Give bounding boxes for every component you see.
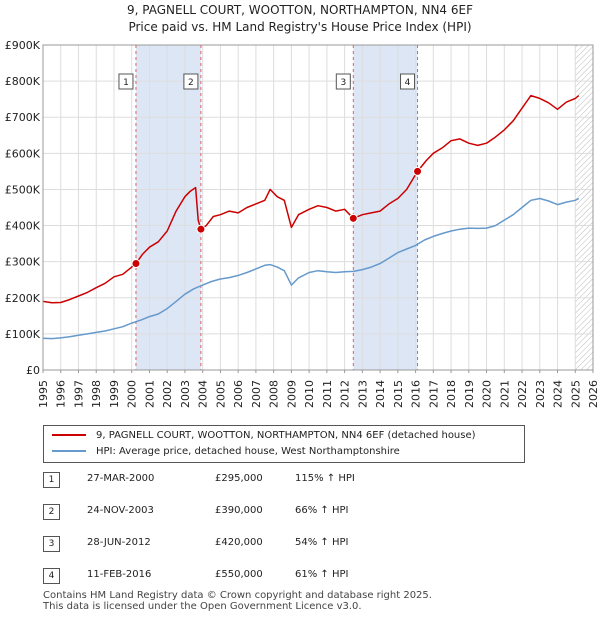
title-line-2: Price paid vs. HM Land Registry's House … bbox=[128, 20, 472, 34]
x-tick-label: 2005 bbox=[214, 380, 227, 408]
footer-notice: Contains HM Land Registry data © Crown c… bbox=[43, 590, 432, 612]
x-tick-label: 2013 bbox=[356, 380, 369, 408]
x-tick-label: 2022 bbox=[516, 380, 529, 408]
x-tick-label: 2001 bbox=[143, 380, 156, 408]
x-tick-label: 2000 bbox=[126, 380, 139, 408]
sale-point bbox=[196, 224, 206, 234]
y-tick-label: £500K bbox=[5, 183, 41, 196]
x-tick-label: 2010 bbox=[303, 380, 316, 408]
y-tick-label: £600K bbox=[5, 147, 41, 160]
sale-marker-label: 1 bbox=[123, 78, 129, 88]
x-tick-label: 2008 bbox=[268, 380, 281, 408]
sale-price: £420,000 bbox=[215, 537, 263, 548]
sale-date: 27-MAR-2000 bbox=[87, 473, 155, 484]
x-tick-label: 1998 bbox=[90, 380, 103, 408]
x-tick-label: 2026 bbox=[587, 380, 600, 408]
sale-number: 1 bbox=[43, 472, 60, 488]
sale-date: 11-FEB-2016 bbox=[87, 569, 152, 580]
x-tick-label: 2004 bbox=[197, 380, 210, 408]
y-tick-label: £400K bbox=[5, 220, 41, 233]
footer-line-2: This data is licensed under the Open Gov… bbox=[43, 601, 362, 612]
sale-date: 24-NOV-2003 bbox=[87, 505, 154, 516]
chart-legend: 9, PAGNELL COURT, WOOTTON, NORTHAMPTON, … bbox=[43, 425, 525, 463]
sale-number: 4 bbox=[43, 568, 60, 584]
x-tick-label: 2020 bbox=[481, 380, 494, 408]
sale-marker-box bbox=[400, 73, 416, 90]
legend-item-price: 9, PAGNELL COURT, WOOTTON, NORTHAMPTON, … bbox=[52, 428, 476, 444]
y-tick-label: £700K bbox=[5, 111, 41, 124]
sale-marker-label: 2 bbox=[188, 78, 194, 88]
x-tick-label: 1999 bbox=[108, 380, 121, 408]
sale-date: 28-JUN-2012 bbox=[87, 537, 151, 548]
title-line-1: 9, PAGNELL COURT, WOOTTON, NORTHAMPTON, … bbox=[126, 3, 473, 17]
x-tick-label: 2018 bbox=[445, 380, 458, 408]
sale-hpi-change: 66% ↑ HPI bbox=[295, 505, 349, 516]
x-tick-label: 2009 bbox=[285, 380, 298, 408]
footer-line-1: Contains HM Land Registry data © Crown c… bbox=[43, 590, 432, 601]
legend-label-hpi: HPI: Average price, detached house, West… bbox=[96, 446, 400, 457]
legend-swatch-price bbox=[52, 434, 86, 436]
sale-row: 3 28-JUN-2012 £420,000 54% ↑ HPI bbox=[43, 534, 443, 552]
sale-number: 3 bbox=[43, 536, 60, 552]
chart-title: 9, PAGNELL COURT, WOOTTON, NORTHAMPTON, … bbox=[0, 2, 600, 36]
plot-frame bbox=[42, 44, 594, 371]
sale-marker-box bbox=[118, 73, 134, 90]
sale-marker-box bbox=[335, 73, 351, 90]
sale-point bbox=[413, 166, 423, 176]
x-tick-label: 2011 bbox=[321, 380, 334, 408]
sale-marker-label: 3 bbox=[340, 78, 346, 88]
sale-price: £390,000 bbox=[215, 505, 263, 516]
legend-swatch-hpi bbox=[52, 450, 86, 452]
x-tick-label: 2019 bbox=[463, 380, 476, 408]
forecast-hatch bbox=[575, 45, 593, 370]
x-tick-label: 2014 bbox=[374, 380, 387, 408]
x-tick-label: 2024 bbox=[552, 380, 565, 408]
sale-marker-box bbox=[183, 73, 199, 90]
plot-area bbox=[43, 45, 593, 370]
price-chart: 1 2 3 4 £0 £100K £200K £300K £400K £500K £600K £70… bbox=[5, 39, 600, 408]
x-tick-label: 2002 bbox=[161, 380, 174, 408]
legend-label-price: 9, PAGNELL COURT, WOOTTON, NORTHAMPTON, … bbox=[96, 430, 476, 441]
y-tick-label: £100K bbox=[5, 328, 41, 341]
sale-point bbox=[348, 213, 358, 223]
x-tick-label: 2007 bbox=[250, 380, 263, 408]
y-tick-label: £900K bbox=[5, 39, 41, 52]
sale-hpi-change: 115% ↑ HPI bbox=[295, 473, 355, 484]
sale-price: £550,000 bbox=[215, 569, 263, 580]
sale-hpi-change: 54% ↑ HPI bbox=[295, 537, 349, 548]
x-tick-label: 2006 bbox=[232, 380, 245, 408]
x-tick-label: 2021 bbox=[498, 380, 511, 408]
x-tick-label: 2015 bbox=[392, 380, 405, 408]
x-tick-label: 2017 bbox=[427, 380, 440, 408]
sale-price: £295,000 bbox=[215, 473, 263, 484]
sale-row: 2 24-NOV-2003 £390,000 66% ↑ HPI bbox=[43, 502, 443, 520]
x-tick-label: 2016 bbox=[410, 380, 423, 408]
sale-point bbox=[131, 258, 141, 268]
sale-row: 1 27-MAR-2000 £295,000 115% ↑ HPI bbox=[43, 470, 443, 488]
x-tick-label: 1995 bbox=[37, 380, 50, 408]
x-tick-label: 2023 bbox=[534, 380, 547, 408]
sale-hpi-change: 61% ↑ HPI bbox=[295, 569, 349, 580]
y-tick-label: £0 bbox=[26, 364, 40, 377]
x-tick-label: 1997 bbox=[72, 380, 85, 408]
sale-number: 2 bbox=[43, 504, 60, 520]
y-tick-label: £300K bbox=[5, 256, 41, 269]
y-tick-label: £200K bbox=[5, 292, 41, 305]
sale-period-shade bbox=[135, 45, 201, 370]
legend-item-hpi: HPI: Average price, detached house, West… bbox=[52, 444, 400, 460]
sale-marker-label: 4 bbox=[405, 78, 411, 88]
x-tick-label: 1996 bbox=[55, 380, 68, 408]
x-tick-label: 2012 bbox=[339, 380, 352, 408]
x-tick-label: 2025 bbox=[569, 380, 582, 408]
x-tick-label: 2003 bbox=[179, 380, 192, 408]
y-tick-label: £800K bbox=[5, 75, 41, 88]
sale-row: 4 11-FEB-2016 £550,000 61% ↑ HPI bbox=[43, 566, 443, 584]
hpi-series-line bbox=[43, 197, 580, 340]
